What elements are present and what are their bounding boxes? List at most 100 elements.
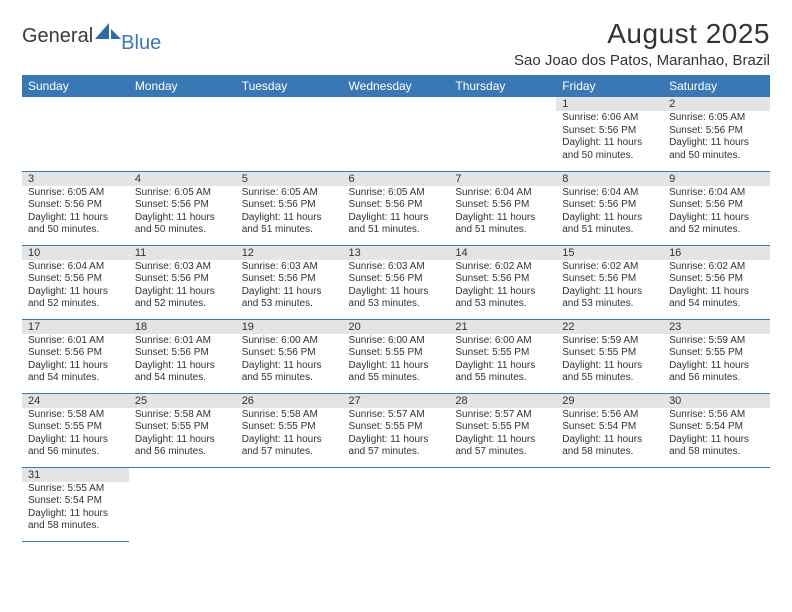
sunrise-text: Sunrise: 5:58 AM — [28, 409, 123, 422]
weekday-header: Friday — [556, 75, 663, 97]
calendar-day-cell: 19Sunrise: 6:00 AMSunset: 5:56 PMDayligh… — [236, 319, 343, 393]
sunrise-text: Sunrise: 6:04 AM — [455, 187, 550, 200]
sunset-text: Sunset: 5:56 PM — [455, 273, 550, 286]
calendar-day-cell: 14Sunrise: 6:02 AMSunset: 5:56 PMDayligh… — [449, 245, 556, 319]
daylight-text: Daylight: 11 hours and 53 minutes. — [562, 286, 657, 311]
day-number: 2 — [663, 97, 770, 111]
calendar-day-cell: 5Sunrise: 6:05 AMSunset: 5:56 PMDaylight… — [236, 171, 343, 245]
day-number: 9 — [663, 172, 770, 186]
calendar-day-cell — [556, 467, 663, 541]
daylight-text: Daylight: 11 hours and 53 minutes. — [455, 286, 550, 311]
sunrise-text: Sunrise: 6:02 AM — [562, 261, 657, 274]
daylight-text: Daylight: 11 hours and 50 minutes. — [669, 137, 764, 162]
day-detail: Sunrise: 5:58 AMSunset: 5:55 PMDaylight:… — [236, 408, 343, 461]
sunrise-text: Sunrise: 5:57 AM — [349, 409, 444, 422]
day-number: 14 — [449, 246, 556, 260]
day-detail: Sunrise: 6:05 AMSunset: 5:56 PMDaylight:… — [343, 186, 450, 239]
day-detail: Sunrise: 6:05 AMSunset: 5:56 PMDaylight:… — [663, 111, 770, 164]
daylight-text: Daylight: 11 hours and 58 minutes. — [28, 508, 123, 533]
calendar-day-cell: 3Sunrise: 6:05 AMSunset: 5:56 PMDaylight… — [22, 171, 129, 245]
sunrise-text: Sunrise: 5:55 AM — [28, 483, 123, 496]
calendar-day-cell: 29Sunrise: 5:56 AMSunset: 5:54 PMDayligh… — [556, 393, 663, 467]
header: General Blue August 2025 Sao Joao dos Pa… — [22, 18, 770, 69]
sunset-text: Sunset: 5:56 PM — [135, 199, 230, 212]
calendar-day-cell — [449, 97, 556, 171]
daylight-text: Daylight: 11 hours and 57 minutes. — [349, 434, 444, 459]
day-number: 10 — [22, 246, 129, 260]
day-detail: Sunrise: 6:00 AMSunset: 5:56 PMDaylight:… — [236, 334, 343, 387]
sunrise-text: Sunrise: 6:05 AM — [28, 187, 123, 200]
calendar-day-cell: 2Sunrise: 6:05 AMSunset: 5:56 PMDaylight… — [663, 97, 770, 171]
day-number: 28 — [449, 394, 556, 408]
day-number: 18 — [129, 320, 236, 334]
daylight-text: Daylight: 11 hours and 52 minutes. — [135, 286, 230, 311]
calendar-day-cell: 10Sunrise: 6:04 AMSunset: 5:56 PMDayligh… — [22, 245, 129, 319]
day-number: 27 — [343, 394, 450, 408]
day-number: 23 — [663, 320, 770, 334]
day-number: 4 — [129, 172, 236, 186]
sunrise-text: Sunrise: 6:03 AM — [349, 261, 444, 274]
sunrise-text: Sunrise: 5:57 AM — [455, 409, 550, 422]
sunset-text: Sunset: 5:55 PM — [455, 347, 550, 360]
calendar-day-cell — [236, 97, 343, 171]
sunrise-text: Sunrise: 6:05 AM — [135, 187, 230, 200]
day-detail: Sunrise: 6:04 AMSunset: 5:56 PMDaylight:… — [449, 186, 556, 239]
sunrise-text: Sunrise: 5:56 AM — [562, 409, 657, 422]
day-number: 31 — [22, 468, 129, 482]
calendar-day-cell — [129, 467, 236, 541]
day-detail: Sunrise: 5:56 AMSunset: 5:54 PMDaylight:… — [556, 408, 663, 461]
calendar-day-cell: 11Sunrise: 6:03 AMSunset: 5:56 PMDayligh… — [129, 245, 236, 319]
calendar-day-cell: 15Sunrise: 6:02 AMSunset: 5:56 PMDayligh… — [556, 245, 663, 319]
calendar-day-cell — [129, 97, 236, 171]
sunrise-text: Sunrise: 6:03 AM — [135, 261, 230, 274]
calendar-day-cell: 12Sunrise: 6:03 AMSunset: 5:56 PMDayligh… — [236, 245, 343, 319]
day-detail: Sunrise: 6:04 AMSunset: 5:56 PMDaylight:… — [22, 260, 129, 313]
daylight-text: Daylight: 11 hours and 54 minutes. — [28, 360, 123, 385]
day-detail: Sunrise: 6:03 AMSunset: 5:56 PMDaylight:… — [129, 260, 236, 313]
calendar-day-cell: 28Sunrise: 5:57 AMSunset: 5:55 PMDayligh… — [449, 393, 556, 467]
sunrise-text: Sunrise: 6:01 AM — [28, 335, 123, 348]
calendar-week-row: 31Sunrise: 5:55 AMSunset: 5:54 PMDayligh… — [22, 467, 770, 541]
sunrise-text: Sunrise: 6:00 AM — [242, 335, 337, 348]
day-detail: Sunrise: 6:04 AMSunset: 5:56 PMDaylight:… — [556, 186, 663, 239]
calendar-day-cell: 21Sunrise: 6:00 AMSunset: 5:55 PMDayligh… — [449, 319, 556, 393]
day-detail: Sunrise: 6:03 AMSunset: 5:56 PMDaylight:… — [343, 260, 450, 313]
day-detail: Sunrise: 5:57 AMSunset: 5:55 PMDaylight:… — [449, 408, 556, 461]
sunset-text: Sunset: 5:56 PM — [28, 273, 123, 286]
location-subtitle: Sao Joao dos Patos, Maranhao, Brazil — [514, 52, 770, 69]
sunset-text: Sunset: 5:56 PM — [349, 199, 444, 212]
sunrise-text: Sunrise: 6:04 AM — [28, 261, 123, 274]
sunset-text: Sunset: 5:56 PM — [242, 199, 337, 212]
day-detail: Sunrise: 6:05 AMSunset: 5:56 PMDaylight:… — [129, 186, 236, 239]
sunrise-text: Sunrise: 6:00 AM — [349, 335, 444, 348]
calendar-day-cell — [663, 467, 770, 541]
day-detail: Sunrise: 6:01 AMSunset: 5:56 PMDaylight:… — [129, 334, 236, 387]
daylight-text: Daylight: 11 hours and 51 minutes. — [455, 212, 550, 237]
sunset-text: Sunset: 5:56 PM — [135, 347, 230, 360]
logo-sail-icon — [95, 21, 121, 46]
daylight-text: Daylight: 11 hours and 50 minutes. — [135, 212, 230, 237]
sunset-text: Sunset: 5:56 PM — [669, 125, 764, 138]
sunrise-text: Sunrise: 6:04 AM — [562, 187, 657, 200]
daylight-text: Daylight: 11 hours and 54 minutes. — [135, 360, 230, 385]
weekday-header: Saturday — [663, 75, 770, 97]
weekday-header: Thursday — [449, 75, 556, 97]
sunrise-text: Sunrise: 6:00 AM — [455, 335, 550, 348]
daylight-text: Daylight: 11 hours and 51 minutes. — [562, 212, 657, 237]
day-number: 29 — [556, 394, 663, 408]
calendar-table: SundayMondayTuesdayWednesdayThursdayFrid… — [22, 75, 770, 542]
sunset-text: Sunset: 5:56 PM — [349, 273, 444, 286]
sunrise-text: Sunrise: 5:56 AM — [669, 409, 764, 422]
sunset-text: Sunset: 5:56 PM — [455, 199, 550, 212]
day-detail: Sunrise: 6:05 AMSunset: 5:56 PMDaylight:… — [22, 186, 129, 239]
sunrise-text: Sunrise: 6:05 AM — [349, 187, 444, 200]
day-detail: Sunrise: 6:00 AMSunset: 5:55 PMDaylight:… — [343, 334, 450, 387]
sunset-text: Sunset: 5:56 PM — [669, 199, 764, 212]
calendar-day-cell: 22Sunrise: 5:59 AMSunset: 5:55 PMDayligh… — [556, 319, 663, 393]
day-detail: Sunrise: 5:56 AMSunset: 5:54 PMDaylight:… — [663, 408, 770, 461]
calendar-day-cell: 18Sunrise: 6:01 AMSunset: 5:56 PMDayligh… — [129, 319, 236, 393]
weekday-header: Wednesday — [343, 75, 450, 97]
day-detail: Sunrise: 6:02 AMSunset: 5:56 PMDaylight:… — [449, 260, 556, 313]
day-number: 5 — [236, 172, 343, 186]
sunset-text: Sunset: 5:55 PM — [455, 421, 550, 434]
